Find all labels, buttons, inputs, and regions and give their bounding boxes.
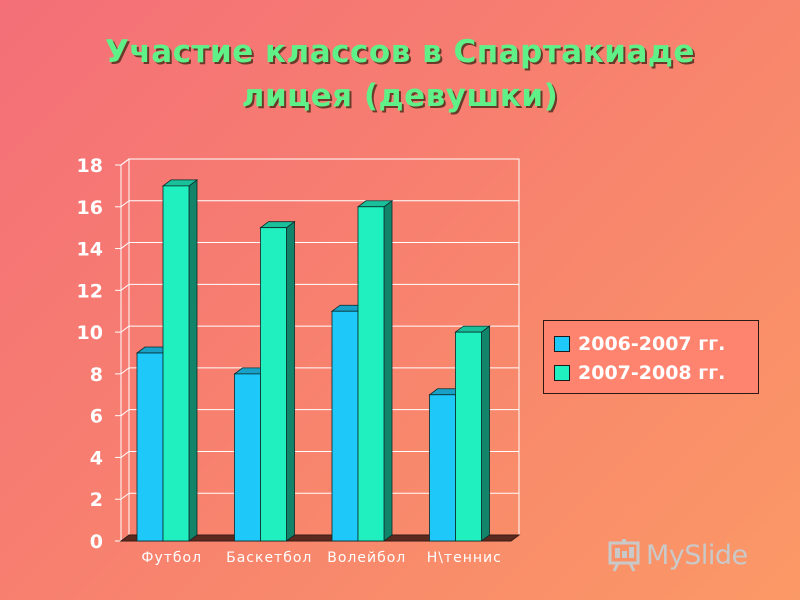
legend-label-series-1: 2006-2007 гг. [578, 332, 726, 355]
gridline-depth [120, 325, 130, 333]
x-tick-label: Н\теннис [427, 550, 502, 566]
y-tick-label: 14 [77, 239, 103, 261]
bar-series-1-1 [136, 352, 164, 542]
y-tick-label: 0 [90, 531, 103, 553]
watermark-text: MySlide [646, 539, 748, 571]
bar-side-face [188, 179, 198, 542]
legend-item-series-1: 2006-2007 гг. [554, 329, 748, 358]
y-tick-label: 6 [90, 406, 103, 428]
presentation-board-icon [608, 539, 640, 572]
gridline-depth [120, 492, 130, 500]
chart-side-wall [120, 158, 130, 542]
bar-side-face [286, 220, 295, 542]
x-tick-label: Баскетбол [226, 550, 312, 566]
bar-series-2-2 [260, 227, 287, 542]
y-tick-label: 18 [77, 155, 103, 177]
legend-swatch-series-1 [554, 335, 570, 352]
x-tick-label: Волейбол [327, 550, 406, 566]
gridline-depth [120, 367, 130, 375]
bar-series-2-1 [162, 185, 190, 542]
y-tick-label: 8 [90, 364, 103, 386]
gridline-depth [120, 409, 130, 417]
gridline-depth [120, 451, 130, 458]
chart-title: Участие классов в Спартакиаде лицея (дев… [0, 30, 800, 118]
bar-series-1-3 [331, 310, 359, 542]
chart-title-line-1: Участие классов в Спартакиаде [105, 34, 695, 70]
chart-legend: 2006-2007 гг. 2007-2008 гг. [543, 320, 759, 394]
bar-series-2-4 [455, 331, 482, 542]
bar-series-1-2 [234, 373, 261, 542]
legend-item-series-2: 2007-2008 гг. [554, 358, 748, 387]
gridline-depth [120, 158, 130, 166]
legend-label-series-2: 2007-2008 гг. [578, 361, 726, 384]
legend-swatch-series-2 [554, 364, 570, 381]
y-tick-label: 16 [77, 197, 103, 219]
bar-side-face [481, 325, 490, 542]
bar-side-face [383, 199, 393, 542]
y-tick-label: 12 [77, 280, 103, 302]
y-tick-label: 2 [90, 489, 103, 511]
myslide-watermark: MySlide [606, 537, 748, 573]
y-tick-label: 10 [77, 322, 103, 344]
y-tick-label: 4 [90, 447, 103, 469]
gridline-depth [120, 200, 130, 208]
chart-title-line-2: лицея (девушки) [241, 78, 559, 114]
gridline-depth [120, 283, 130, 291]
bar-series-2-3 [357, 206, 385, 542]
gridline-depth [120, 242, 130, 249]
bar-series-1-4 [429, 394, 456, 542]
x-tick-label: Футбол [141, 550, 202, 566]
